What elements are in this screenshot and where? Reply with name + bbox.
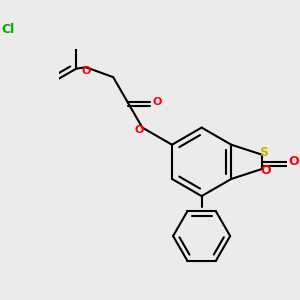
Text: O: O: [134, 125, 144, 135]
Text: O: O: [289, 155, 299, 168]
Text: O: O: [153, 98, 162, 107]
Text: O: O: [260, 164, 271, 177]
Text: Cl: Cl: [1, 22, 14, 36]
Text: O: O: [82, 66, 91, 76]
Text: S: S: [260, 146, 268, 159]
